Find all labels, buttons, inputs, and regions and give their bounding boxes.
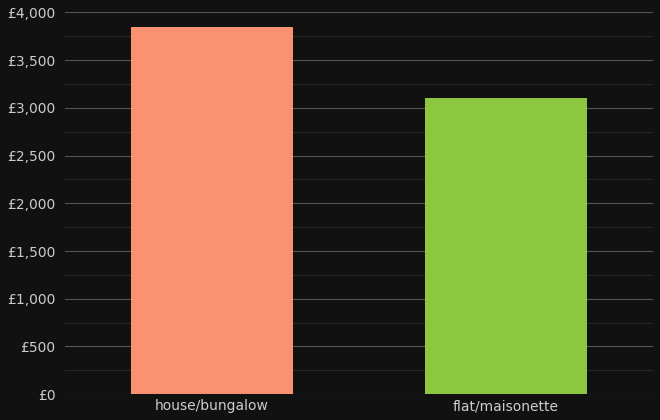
Bar: [131, 27, 293, 394]
Bar: [425, 98, 587, 394]
